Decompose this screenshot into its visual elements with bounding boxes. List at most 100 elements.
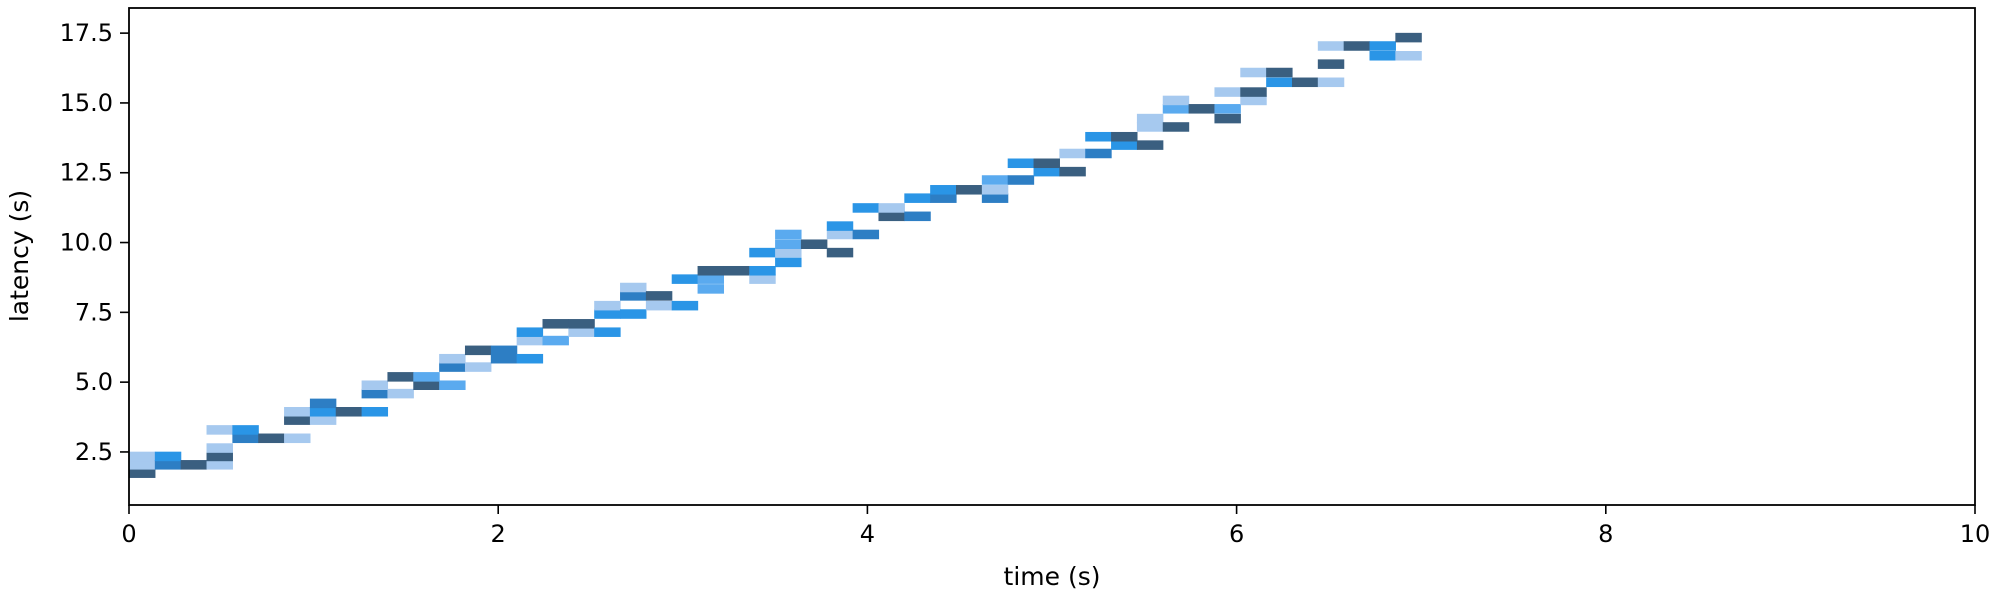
heatmap-cell-87 xyxy=(1111,131,1138,142)
x-tick-label: 4 xyxy=(860,520,875,548)
heatmap-cell-50 xyxy=(671,274,699,284)
heatmap-cell-20 xyxy=(361,407,389,417)
y-tick-label: 15.0 xyxy=(60,89,113,117)
y-tick-label: 10.0 xyxy=(60,229,113,257)
heatmap-cell-43 xyxy=(594,300,621,311)
heatmap-cell-83 xyxy=(1059,148,1086,159)
heatmap-cell-1 xyxy=(129,460,156,470)
heatmap-cell-86 xyxy=(1111,140,1138,150)
heatmap-cell-23 xyxy=(387,388,414,399)
y-axis-ticks: 2.5 5.0 7.5 10.0 12.5 15.0 17.5 xyxy=(60,19,129,466)
heatmap-cell-81 xyxy=(1033,158,1060,169)
heatmap-cell-89 xyxy=(1136,122,1164,132)
heatmap-cell-38 xyxy=(542,319,569,329)
heatmap-cell-82 xyxy=(1059,166,1086,177)
heatmap-cell-60 xyxy=(775,239,802,249)
heatmap-cell-103 xyxy=(1291,77,1319,88)
heatmap-cell-72 xyxy=(930,193,957,203)
heatmap-cell-13 xyxy=(284,433,311,444)
heatmap-cell-58 xyxy=(775,257,802,268)
heatmap-cell-10 xyxy=(232,433,259,444)
heatmap-cell-76 xyxy=(981,185,1009,195)
heatmap-cell-27 xyxy=(439,380,466,390)
heatmap-cell-62 xyxy=(800,239,828,249)
heatmap-cell-66 xyxy=(852,229,880,240)
heatmap-cell-28 xyxy=(439,362,466,372)
heatmap-cell-71 xyxy=(904,193,931,203)
heatmap-cell-25 xyxy=(413,380,440,390)
heatmap-cell-111 xyxy=(1395,32,1422,43)
heatmap-cell-19 xyxy=(335,407,363,417)
heatmap-cell-85 xyxy=(1085,131,1112,142)
heatmap-cell-12 xyxy=(258,433,285,444)
y-tick-label: 2.5 xyxy=(75,438,113,466)
heatmap-cell-8 xyxy=(206,443,233,453)
heatmap-cell-56 xyxy=(749,265,776,276)
heatmap-cell-2 xyxy=(129,451,156,462)
heatmap-cell-100 xyxy=(1240,67,1267,78)
heatmap-cell-94 xyxy=(1188,104,1216,114)
heatmap-cell-79 xyxy=(1007,158,1035,169)
heatmap-cell-102 xyxy=(1266,67,1293,78)
heatmap-cell-98 xyxy=(1240,95,1267,106)
heatmap-cell-92 xyxy=(1162,104,1190,114)
heatmap-cell-36 xyxy=(516,327,544,337)
heatmap-cell-26 xyxy=(413,372,440,382)
heatmap-cell-53 xyxy=(697,265,725,276)
heatmap-cell-15 xyxy=(284,407,311,417)
heatmap-cell-109 xyxy=(1369,41,1396,51)
heatmap-cell-78 xyxy=(1007,175,1035,185)
heatmap-cell-52 xyxy=(697,274,725,284)
x-tick-label: 10 xyxy=(1960,520,1991,548)
x-axis-label: time (s) xyxy=(1004,562,1101,591)
heatmap-cell-31 xyxy=(464,345,492,356)
heatmap-cell-55 xyxy=(749,274,776,284)
heatmap-cell-32 xyxy=(490,353,518,364)
heatmap-cell-93 xyxy=(1162,95,1190,106)
x-axis-ticks: 0 2 4 6 8 10 xyxy=(121,505,1990,548)
heatmap-cell-40 xyxy=(568,319,595,329)
heatmap-cell-46 xyxy=(620,282,647,293)
heatmap-cell-99 xyxy=(1240,87,1267,97)
heatmap-cell-95 xyxy=(1214,113,1241,124)
heatmap-cell-63 xyxy=(826,247,854,258)
heatmap-cell-69 xyxy=(878,203,905,213)
heatmap-cell-110 xyxy=(1395,51,1422,61)
heatmap-cell-91 xyxy=(1162,122,1190,132)
x-tick-label: 2 xyxy=(491,520,506,548)
heatmap-cell-73 xyxy=(930,185,957,195)
heatmap-cell-70 xyxy=(904,211,931,222)
heatmap-cell-64 xyxy=(826,229,854,240)
heatmap-cell-84 xyxy=(1085,148,1112,159)
heatmap-cell-90 xyxy=(1136,113,1164,124)
heatmap-cell-44 xyxy=(620,309,647,319)
heatmap-cell-3 xyxy=(154,460,182,470)
heatmap-cell-101 xyxy=(1266,77,1293,88)
y-axis-label: latency (s) xyxy=(5,190,34,322)
y-tick-label: 7.5 xyxy=(75,298,113,326)
heatmap-cell-47 xyxy=(645,300,673,311)
heatmap-cell-57 xyxy=(749,247,776,258)
plot-frame xyxy=(128,7,1976,506)
heatmap-cell-6 xyxy=(206,460,233,470)
heatmap-cell-14 xyxy=(284,415,311,425)
heatmap-cell-5 xyxy=(180,460,208,470)
heatmap-cell-33 xyxy=(490,345,518,356)
heatmap-cell-35 xyxy=(516,335,544,346)
heatmap-cell-11 xyxy=(232,425,259,435)
heatmap-cell-96 xyxy=(1214,104,1241,114)
heatmap-cell-9 xyxy=(206,425,233,435)
heatmap-cell-42 xyxy=(594,309,621,319)
x-tick-label: 0 xyxy=(121,520,136,548)
heatmap-cell-75 xyxy=(981,193,1009,203)
heatmap-cell-105 xyxy=(1317,59,1345,69)
heatmap-cell-61 xyxy=(775,229,802,240)
x-tick-label: 8 xyxy=(1598,520,1613,548)
heatmap-cell-65 xyxy=(826,221,854,231)
heatmap-cell-21 xyxy=(361,388,389,399)
heatmap-cell-29 xyxy=(439,353,466,364)
heatmap-cell-97 xyxy=(1214,87,1241,97)
heatmap-cell-104 xyxy=(1317,77,1345,88)
heatmap-cell-45 xyxy=(620,291,647,301)
